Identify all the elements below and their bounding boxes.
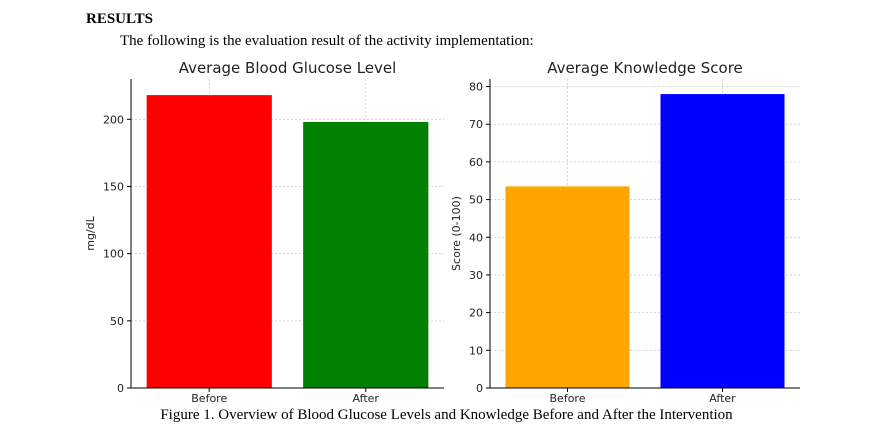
figure-caption: Figure 1. Overview of Blood Glucose Leve… <box>160 407 733 423</box>
y-tick-label: 40 <box>469 231 483 244</box>
y-tick-label: 60 <box>469 156 483 169</box>
y-tick-label: 0 <box>117 382 124 395</box>
section-heading: RESULTS <box>86 11 153 27</box>
y-axis-label: mg/dL <box>84 215 97 250</box>
bar-after <box>660 94 785 388</box>
bar-before <box>146 95 272 389</box>
x-tick-label: After <box>709 392 736 405</box>
y-tick-label: 30 <box>469 269 483 282</box>
y-tick-label: 150 <box>103 180 124 193</box>
y-tick-label: 80 <box>469 81 483 94</box>
chart-title: Average Blood Glucose Level <box>179 59 397 77</box>
y-tick-label: 50 <box>110 315 124 328</box>
y-tick-label: 20 <box>469 307 483 320</box>
bar-before <box>505 186 630 388</box>
y-tick-label: 50 <box>469 194 483 207</box>
x-tick-label: Before <box>191 392 227 405</box>
y-tick-label: 100 <box>103 248 124 261</box>
y-tick-label: 10 <box>469 344 483 357</box>
y-tick-label: 70 <box>469 118 483 131</box>
chart-title: Average Knowledge Score <box>547 59 743 77</box>
x-tick-label: After <box>353 392 380 405</box>
chart-glucose: 0 50 100 150 200 Before After Average Blood Glu… <box>84 59 444 405</box>
x-tick-label: Before <box>550 392 586 405</box>
y-tick-label: 200 <box>103 113 124 126</box>
y-tick-label: 0 <box>476 382 483 395</box>
y-axis-label: Score (0-100) <box>450 196 463 271</box>
intro-paragraph: The following is the evaluation result o… <box>120 33 534 49</box>
chart-knowledge: 0 10 20 30 40 50 60 70 80 Before After Average Know… <box>450 59 800 405</box>
bar-after <box>303 121 429 388</box>
